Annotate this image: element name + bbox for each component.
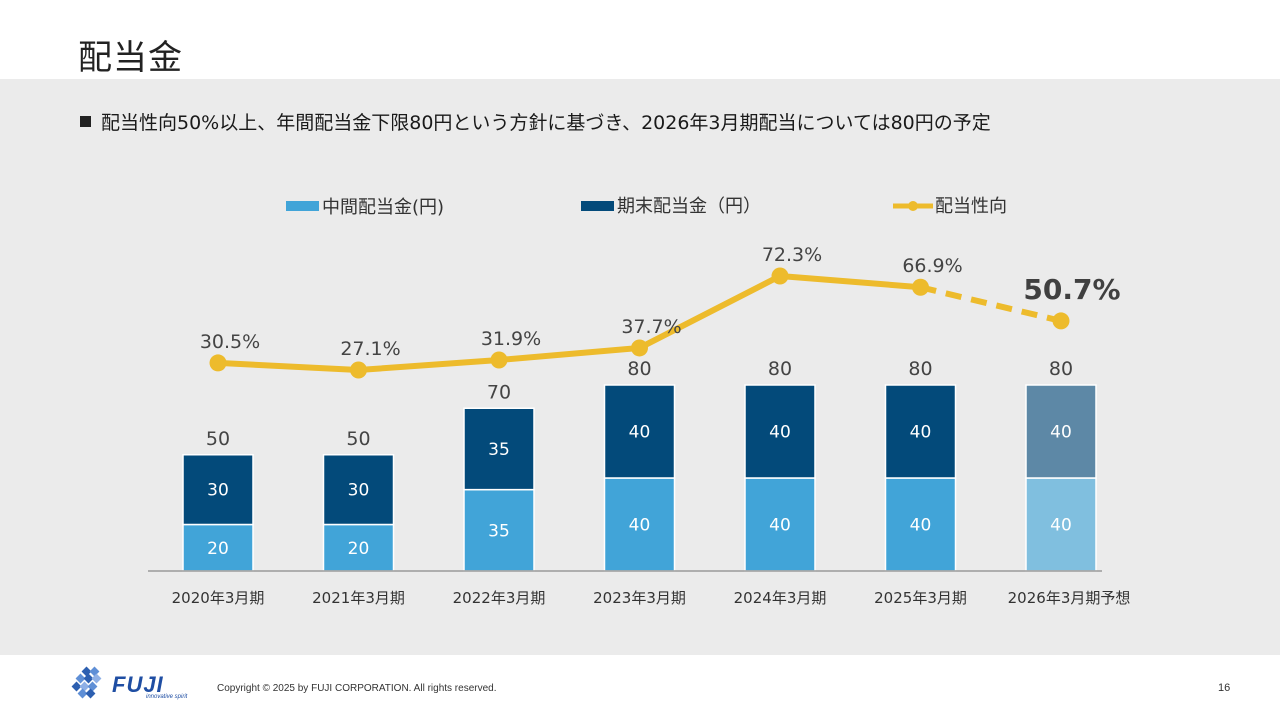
data-label-total: 80	[1049, 358, 1073, 380]
logo-wordmark: FUJI	[112, 672, 164, 697]
legend-label-payout: 配当性向	[935, 196, 1007, 217]
page-title: 配当金	[78, 38, 183, 78]
payout-label: 50.7%	[1023, 273, 1120, 306]
data-label-total: 80	[768, 358, 792, 380]
chart-legend: 中間配当金(円) 期末配当金（円） 配当性向	[286, 196, 1007, 218]
data-label-interim: 35	[488, 521, 510, 541]
legend-label-interim: 中間配当金(円)	[322, 197, 444, 218]
payout-label: 66.9%	[902, 255, 962, 277]
data-label-year-end: 40	[629, 423, 651, 443]
payout-point	[771, 267, 789, 285]
payout-point	[490, 351, 508, 369]
payout-point	[350, 361, 367, 379]
bar-year-end	[603, 384, 676, 479]
payout-label: 31.9%	[481, 328, 541, 350]
x-tick-label: 2022年3月期	[453, 589, 546, 607]
legend-swatch-year-end	[581, 201, 614, 211]
data-label-total: 50	[346, 428, 370, 450]
data-label-interim: 40	[910, 516, 932, 536]
data-label-interim: 40	[629, 516, 651, 536]
bar-year-end	[182, 454, 254, 526]
legend-swatch-interim	[286, 201, 319, 211]
payout-label: 27.1%	[340, 338, 400, 360]
bar-year-end	[322, 454, 395, 526]
x-tick-label: 2026年3月期予想	[1008, 589, 1131, 607]
bar-year-end	[463, 407, 535, 491]
bullet-text: 配当性向50%以上、年間配当金下限80円という方針に基づき、2026年3月期配当…	[80, 108, 991, 135]
legend-swatch-payout-marker	[908, 201, 918, 211]
payout-point	[1052, 312, 1070, 330]
x-tick-label: 2025年3月期	[874, 589, 967, 607]
legend-label-year-end: 期末配当金（円）	[617, 196, 761, 217]
page-number: 16	[1218, 682, 1231, 694]
bars-layer: 20 30 50 20 30 50 35 35 70 40 40 80 40 40 80 40 40 80 40 40…	[182, 358, 1097, 572]
bar-year-end	[884, 384, 957, 479]
x-tick-label: 2024年3月期	[734, 589, 827, 607]
payout-line-actual	[217, 273, 921, 373]
bar-year-end	[1025, 384, 1097, 479]
bullet-square-icon	[80, 116, 91, 127]
payout-line-layer: 30.5% 27.1% 31.9% 37.7% 72.3% 66.9% 50.7%	[200, 244, 1121, 379]
data-label-year-end: 40	[1050, 423, 1072, 443]
data-label-interim: 20	[348, 539, 370, 559]
data-label-total: 80	[627, 358, 651, 380]
x-tick-label: 2021年3月期	[312, 589, 405, 607]
logo-tagline: innovative spirit	[146, 694, 188, 700]
data-label-year-end: 35	[488, 440, 510, 460]
data-label-year-end: 30	[348, 481, 370, 501]
x-axis-labels: 2020年3月期 2021年3月期 2022年3月期 2023年3月期 2024年3月期…	[172, 589, 1131, 607]
data-label-year-end: 40	[910, 423, 932, 443]
data-label-total: 80	[908, 358, 932, 380]
payout-label: 30.5%	[200, 331, 260, 353]
data-label-interim: 20	[207, 539, 229, 559]
data-label-total: 50	[206, 428, 230, 450]
data-label-year-end: 40	[769, 423, 791, 443]
data-label-total: 70	[487, 381, 511, 403]
data-label-interim: 40	[769, 516, 791, 536]
copyright-text: Copyright © 2025 by FUJI CORPORATION. Al…	[217, 683, 497, 694]
bullet-label: 配当性向50%以上、年間配当金下限80円という方針に基づき、2026年3月期配当…	[101, 112, 991, 134]
payout-point	[209, 354, 227, 372]
payout-point	[631, 339, 648, 357]
x-tick-label: 2020年3月期	[172, 589, 265, 607]
payout-label: 72.3%	[762, 244, 822, 266]
payout-label: 37.7%	[621, 316, 681, 338]
payout-point	[912, 278, 929, 296]
fuji-logo-icon	[71, 666, 102, 699]
data-label-year-end: 30	[207, 481, 229, 501]
x-tick-label: 2023年3月期	[593, 589, 686, 607]
data-label-interim: 40	[1050, 516, 1072, 536]
bar-interim	[744, 477, 816, 572]
bar-year-end	[744, 384, 816, 479]
